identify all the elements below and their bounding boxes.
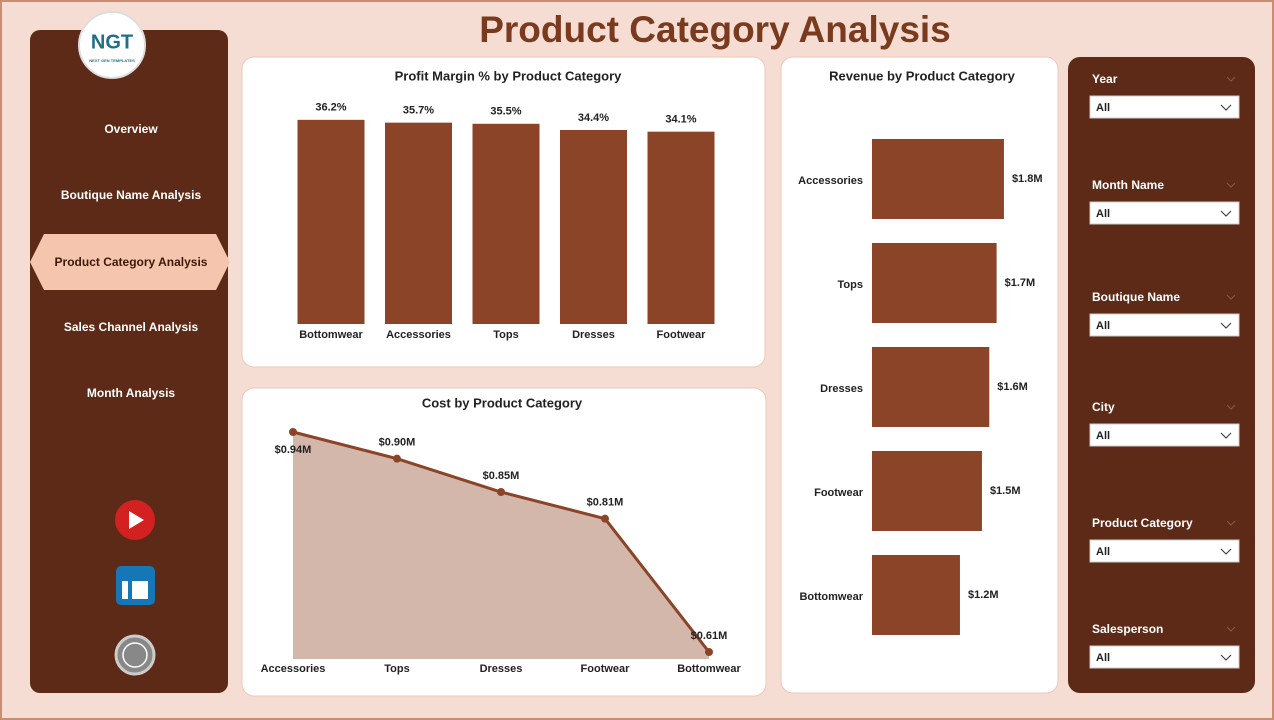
chevron (1226, 626, 1236, 632)
filter-label: Month Name (1092, 178, 1164, 192)
nav-item[interactable]: Sales Channel Analysis (64, 320, 199, 334)
dropdown-value: All (1096, 102, 1110, 114)
nav-item[interactable]: Boutique Name Analysis (61, 188, 202, 202)
y-tick-label: Dresses (820, 383, 863, 395)
data-label: 35.7% (403, 105, 434, 117)
bar (472, 123, 540, 324)
data-label: $1.6M (997, 381, 1028, 393)
dropdown-value: All (1096, 546, 1110, 558)
marker (289, 428, 297, 436)
data-label: $1.7M (1005, 277, 1036, 289)
marker (497, 488, 505, 496)
chevron (1226, 294, 1236, 300)
data-label: $1.5M (990, 485, 1021, 497)
logo-subtext: NEXT GEN TEMPLATES (89, 58, 135, 63)
dropdown-value: All (1096, 430, 1110, 442)
icon-glyph (122, 642, 148, 668)
icon-glyph (132, 581, 148, 599)
bar (872, 139, 1004, 219)
bar (872, 243, 997, 323)
sidebar (30, 30, 228, 693)
x-tick-label: Tops (384, 663, 409, 675)
dropdown[interactable] (1089, 423, 1240, 447)
bar (385, 122, 452, 324)
x-tick-label: Footwear (581, 663, 631, 675)
x-tick-label: Dresses (572, 329, 615, 341)
icon-glyph (129, 511, 144, 529)
data-label: 35.5% (490, 106, 521, 118)
dropdown[interactable] (1089, 95, 1240, 119)
data-label: $0.81M (587, 497, 624, 509)
x-tick-label: Bottomwear (299, 329, 363, 341)
x-tick-label: Dresses (480, 663, 523, 675)
marker (705, 648, 713, 656)
bar (297, 119, 365, 324)
dropdown[interactable] (1089, 313, 1240, 337)
nav-item[interactable]: Overview (104, 122, 158, 136)
data-label: $0.94M (275, 444, 312, 456)
data-label: $1.8M (1012, 173, 1043, 185)
bar (872, 347, 990, 427)
dropdown[interactable] (1089, 645, 1240, 669)
filter-label: Boutique Name (1092, 290, 1180, 304)
data-label: $0.85M (483, 470, 520, 482)
chevron (1220, 654, 1232, 661)
data-label: 36.2% (315, 102, 346, 114)
nav-active[interactable] (30, 234, 230, 290)
filter-label: Year (1092, 72, 1118, 86)
x-tick-label: Tops (493, 329, 518, 341)
y-tick-label: Bottomwear (799, 591, 863, 603)
nav-item[interactable]: Product Category Analysis (55, 255, 208, 269)
nav-item[interactable]: Month Analysis (87, 386, 176, 400)
y-tick-label: Footwear (814, 487, 864, 499)
chevron (1220, 548, 1232, 555)
y-tick-label: Tops (838, 279, 863, 291)
chevron (1220, 322, 1232, 329)
data-label: $0.61M (691, 630, 728, 642)
icon-glyph (122, 581, 128, 599)
dropdown-value: All (1096, 652, 1110, 664)
dropdown[interactable] (1089, 201, 1240, 225)
chevron (1226, 76, 1236, 82)
logo-text: NGT (91, 31, 133, 53)
chevron (1220, 432, 1232, 439)
chart-title: Profit Margin % by Product Category (395, 68, 623, 83)
data-label: 34.4% (578, 112, 609, 124)
web-icon[interactable] (114, 634, 156, 676)
dropdown-value: All (1096, 208, 1110, 220)
x-tick-label: Footwear (657, 329, 707, 341)
bar (872, 555, 960, 635)
page-title: Product Category Analysis (479, 9, 951, 50)
chevron (1220, 210, 1232, 217)
data-label: 34.1% (665, 114, 696, 126)
data-label: $1.2M (968, 589, 999, 601)
chart-title: Cost by Product Category (422, 395, 583, 410)
dropdown[interactable] (1089, 539, 1240, 563)
bar (647, 131, 715, 324)
filter-label: Salesperson (1092, 622, 1163, 636)
chevron (1226, 520, 1236, 526)
filter-label: Product Category (1092, 516, 1193, 530)
marker (601, 514, 609, 523)
chevron (1226, 182, 1236, 188)
bar (560, 129, 627, 324)
chevron (1220, 104, 1232, 111)
x-tick-label: Accessories (386, 329, 451, 341)
x-tick-label: Bottomwear (677, 663, 741, 675)
x-tick-label: Accessories (261, 663, 326, 675)
bar (872, 451, 982, 531)
logo (78, 11, 146, 79)
chart-title: Revenue by Product Category (829, 68, 1015, 83)
filter-panel (1068, 57, 1255, 693)
area (293, 432, 709, 659)
filter-label: City (1092, 400, 1115, 414)
data-label: $0.90M (379, 437, 416, 449)
dropdown-value: All (1096, 320, 1110, 332)
marker (393, 454, 401, 463)
chevron (1226, 404, 1236, 410)
y-tick-label: Accessories (798, 175, 863, 187)
